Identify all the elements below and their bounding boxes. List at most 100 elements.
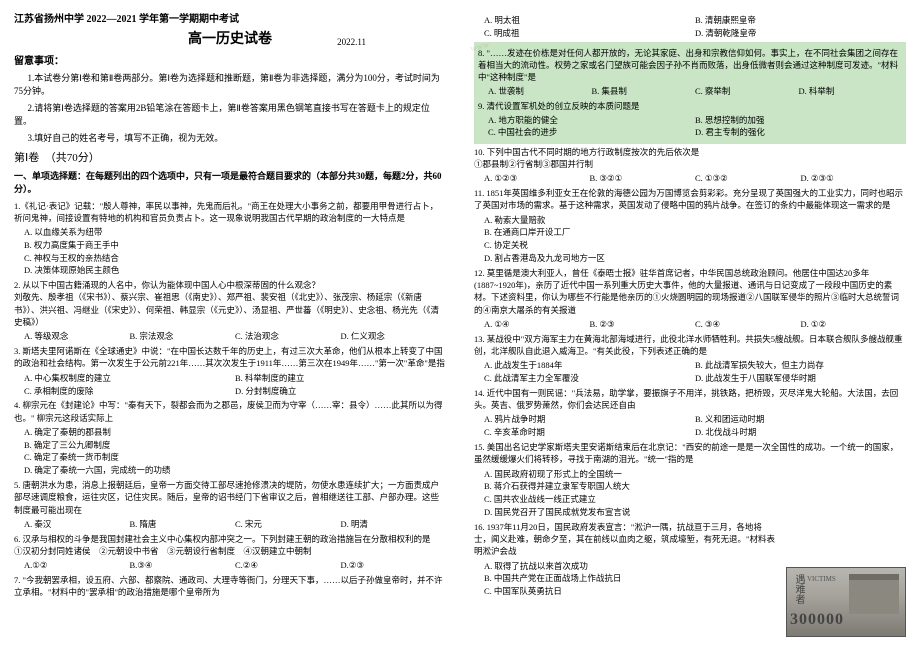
q11-d: D. 割占香港岛及九龙司地方一区 [484,252,906,265]
q10-options: A. ①②③ B. ③②① C. ①③② D. ②③① [484,172,906,185]
sub-head: 一、单项选择题：在每题列出的四个选项中，只有一项是最符合题目要求的（本部分共30… [14,170,446,197]
photo-number: 300000 [790,608,844,632]
q6-c: C.②④ [235,559,341,572]
q1-d: D. 决策体现原始民主颜色 [24,264,446,277]
q10-b: B. ③②① [590,172,696,185]
q4-a: A. 确定了秦朝的郡县制 [24,426,446,439]
school-line: 江苏省扬州中学 2022—2021 学年第一学期期中考试 [14,12,446,27]
q14-d: D. 北伐战斗时期 [695,426,906,439]
q4-d: D. 确定了秦统一六国，完成统一的功绩 [24,464,446,477]
q3-a: A. 中心集权制度的建立 [24,372,235,385]
q3-b: B. 科举制度的建立 [235,372,446,385]
photo-building-icon [849,574,899,614]
q7-d: D. 清朝乾隆皇帝 [695,27,906,40]
q13-options: A. 此战发生于1884年 B. 此战清军损失较大，但主力尚存 C. 此战清军主… [484,359,906,385]
q9: 9. 清代设置军机处的创立反映的本质问题是 [478,100,902,112]
q11-c: C. 协定关税 [484,239,906,252]
q8-a: A. 世袭制 [488,85,592,97]
q11: 11. 1851年英国维多利亚女王在伦敦的海德公园为万国博览会剪彩彩。充分呈现了… [474,187,906,212]
q6: 6. 汉承与相权的斗争是我国封建社会主义中心集权内部冲突之一。下列封建王朝的政治… [14,533,446,558]
q13-a: A. 此战发生于1884年 [484,359,695,372]
q1: 1.《礼记·表记》记载："殷人尊神，率民以事神，先鬼而后礼。"商王在处理大小事务… [14,200,446,225]
q5-c: C. 宋元 [235,518,341,531]
q2-b: B. 宗法观念 [130,330,236,343]
q13: 13. 某战役中"双方海军主力在黄海北部海域进行，此役北洋水师牺牲利。共损失5艘… [474,333,906,358]
q5-b: B. 隋唐 [130,518,236,531]
q6-options: A.①② B.③④ C.②④ D.②③ [24,559,446,572]
q7-a: A. 明太祖 [484,14,695,27]
q16-b: B. 中国共产党在正面战场上作战抗日 [484,572,776,585]
q12-options: A. ①④ B. ②③ C. ③④ D. ①② [484,318,906,331]
q13-b: B. 此战清军损失较大，但主力尚存 [695,359,906,372]
photo-cn-label: 遇难者 [791,574,806,604]
q1-c: C. 神权与王权的亲热结合 [24,252,446,265]
q6-b: B.③④ [130,559,236,572]
q10: 10. 下列中国古代不同时期的地方行政制度按次的先后依次是 ①郡县制②行省制③郡… [474,146,906,171]
right-column: A. 明太祖 B. 清朝康熙皇帝 C. 明成祖 D. 清朝乾隆皇帝 8. "……… [460,0,920,651]
q4-c: C. 确定了秦统一货币制度 [24,451,446,464]
q8-d: D. 科举制 [799,85,903,97]
q9-b: B. 思想控制的加强 [695,114,902,126]
q8-b: B. 集县制 [592,85,696,97]
q1-b: B. 权力高度集于商王手中 [24,239,446,252]
part-head: 第Ⅰ卷 （共70分） [14,150,446,167]
q8: 8. "……发迹在价栋是对任何人都开放的，无论其家庭、出身和宗教信仰如何。事实上… [478,47,902,84]
q15-options: A. 国民政府初现了形式上的全国统一 B. 蒋介石获得并建立隶军专职国人统大 C… [484,468,906,519]
q10-d: D. ②③① [801,172,907,185]
q16-c: C. 中国军队英勇抗日 [484,585,776,598]
q2-d: D. 仁义观念 [341,330,447,343]
q1-a: A. 以血缘关系为纽带 [24,226,446,239]
q2-c: C. 法治观念 [235,330,341,343]
q14-b: B. 义和团运动时期 [695,413,906,426]
q5-d: D. 明清 [341,518,447,531]
q14: 14. 近代中国有一则民谣："兵法易，助学掌，要振旗子不用洋，挑铁路，把桥毁，灭… [474,387,906,412]
q2-a: A. 等级观念 [24,330,130,343]
q8-c: C. 察举制 [695,85,799,97]
q12: 12. 莫里循是澳大利亚人，曾任《泰晤士报》驻华首席记者，中华民国总统政治顾问。… [474,267,906,316]
q5: 5. 唐朝洪水为患，消息上报朝廷后，皇帝一方面交待工部尽速抢修溃决的堤防，勿使水… [14,479,446,516]
q1-options: A. 以血缘关系为纽带 B. 权力高度集于商王手中 C. 神权与王权的亲热结合 … [24,226,446,277]
q8-options: A. 世袭制 B. 集县制 C. 察举制 D. 科举制 [488,85,902,97]
q12-b: B. ②③ [590,318,696,331]
q9-options: A. 地方职能的健全 B. 思想控制的加强 C. 中国社会的进步 D. 君主专制… [488,114,902,139]
q7-c: C. 明成祖 [484,27,695,40]
q14-c: C. 辛亥革命时期 [484,426,695,439]
q15-b: B. 蒋介石获得并建立隶军专职国人统大 [484,480,906,493]
q9-d: D. 君主专制的强化 [695,126,902,138]
q9-c: C. 中国社会的进步 [488,126,695,138]
q16: 16. 1937年11月20日，国民政府发表宣言："淞沪一隅，抗战亘于三月，各地… [474,521,906,558]
q5-options: A. 秦汉 B. 隋唐 C. 宋元 D. 明清 [24,518,446,531]
q13-d: D. 此战发生于八国联军侵华时期 [695,372,906,385]
q4: 4. 柳宗元在《封建论》中写："秦有天下，裂都会而为之郡邑，废侯卫而为守宰（……… [14,399,446,424]
memorial-photo: 遇难者 VICTIMS 300000 [786,567,906,637]
q3-options: A. 中心集权制度的建立 B. 科举制度的建立 C. 承相制度的废除 D. 分封… [24,372,446,398]
q15-d: D. 国民党召开了国民成就党发布宣言说 [484,506,906,519]
q15: 15. 美国出名记史学家斯塔夫里安诺斯结束后在北京记："西安的前途一是是一次全国… [474,441,906,466]
q2-options: A. 等级观念 B. 宗法观念 C. 法治观念 D. 仁义观念 [24,330,446,343]
q3-d: D. 分封制度确立 [235,385,446,398]
q3-c: C. 承相制度的废除 [24,385,235,398]
q15-a: A. 国民政府初现了形式上的全国统一 [484,468,906,481]
notice-1: 1.本试卷分第Ⅰ卷和第Ⅱ卷两部分。第Ⅰ卷为选择题和推断题，第Ⅱ卷为非选择题，满分… [14,72,446,99]
q4-b: B. 确定了三公九卿制度 [24,439,446,452]
q12-c: C. ③④ [695,318,801,331]
q14-a: A. 鸦片战争时期 [484,413,695,426]
q7-b: B. 清朝康熙皇帝 [695,14,906,27]
q10-c: C. ①③② [695,172,801,185]
q5-a: A. 秦汉 [24,518,130,531]
q10-a: A. ①②③ [484,172,590,185]
q16-a: A. 取得了抗战以来首次成功 [484,560,776,573]
q13-c: C. 此战清军主力全军覆没 [484,372,695,385]
q14-options: A. 鸦片战争时期 B. 义和团运动时期 C. 辛亥革命时期 D. 北伐战斗时期 [484,413,906,439]
q12-d: D. ①② [801,318,907,331]
highlight-box: 8. "……发迹在价栋是对任何人都开放的，无论其家庭、出身和宗教信仰如何。事实上… [474,42,906,144]
q12-a: A. ①④ [484,318,590,331]
q6-d: D.②③ [341,559,447,572]
q4-options: A. 确定了秦朝的郡县制 B. 确定了三公九卿制度 C. 确定了秦统一货币制度 … [24,426,446,477]
q11-b: B. 在通商口岸开设工厂 [484,226,906,239]
notice-head: 留意事项： [14,54,446,69]
q15-c: C. 国共农业战线一线正式建立 [484,493,906,506]
q9-a: A. 地方职能的健全 [488,114,695,126]
photo-en-label: VICTIMS [807,574,836,585]
q2: 2. 从以下中国古籍涌现的人名中，你认为能体现中国人心中根深蒂固的什么观念？ 刘… [14,279,446,328]
